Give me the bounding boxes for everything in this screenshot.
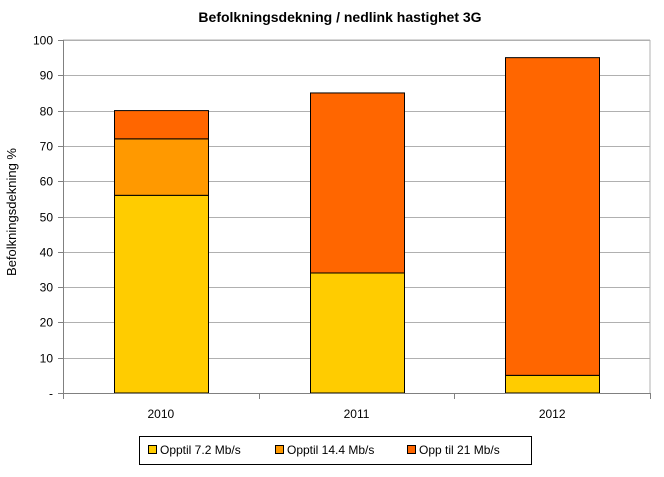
bar-segment	[114, 138, 209, 196]
y-tick-label: 20	[40, 316, 54, 330]
legend-box	[139, 436, 532, 465]
y-tick-label: 100	[33, 34, 53, 48]
legend-swatch	[275, 445, 284, 454]
y-tick-label: 40	[40, 246, 54, 260]
legend-swatch	[407, 445, 416, 454]
legend-swatch	[148, 445, 157, 454]
legend: Opptil 7.2 Mb/s Opptil 14.4 Mb/s Opp til 2…	[139, 436, 532, 465]
bar-segment	[114, 110, 209, 140]
x-tick-label: 2011	[344, 407, 370, 421]
x-tick-label: 2012	[539, 407, 566, 421]
y-tick-label: 60	[40, 175, 54, 189]
bar-segment	[310, 272, 405, 394]
bars	[114, 57, 600, 394]
y-tick-label: 90	[40, 69, 54, 83]
bar-segment	[505, 57, 600, 376]
bar-segment	[310, 92, 405, 274]
bar-segment	[114, 194, 209, 394]
y-tick-label: 30	[40, 281, 54, 295]
legend-label: Opp til 21 Mb/s	[419, 443, 500, 457]
chart-title: Befolkningsdekning / nedlink hastighet 3…	[198, 9, 481, 25]
bar-segment	[505, 374, 600, 394]
y-tick-label: -	[49, 387, 53, 401]
y-tick-label: 10	[40, 352, 54, 366]
legend-label: Opptil 7.2 Mb/s	[160, 443, 241, 457]
y-axis-label: Befolkningsdekning %	[4, 148, 19, 276]
y-tick-label: 80	[40, 105, 54, 119]
y-tick-label: 70	[40, 140, 54, 154]
x-tick-label: 2010	[147, 407, 174, 421]
legend-label: Opptil 14.4 Mb/s	[287, 443, 374, 457]
y-tick-label: 50	[40, 211, 54, 225]
axes: - 10 20 30 40 50 60 70 80 90 100 2010 2011 2012	[33, 34, 651, 421]
